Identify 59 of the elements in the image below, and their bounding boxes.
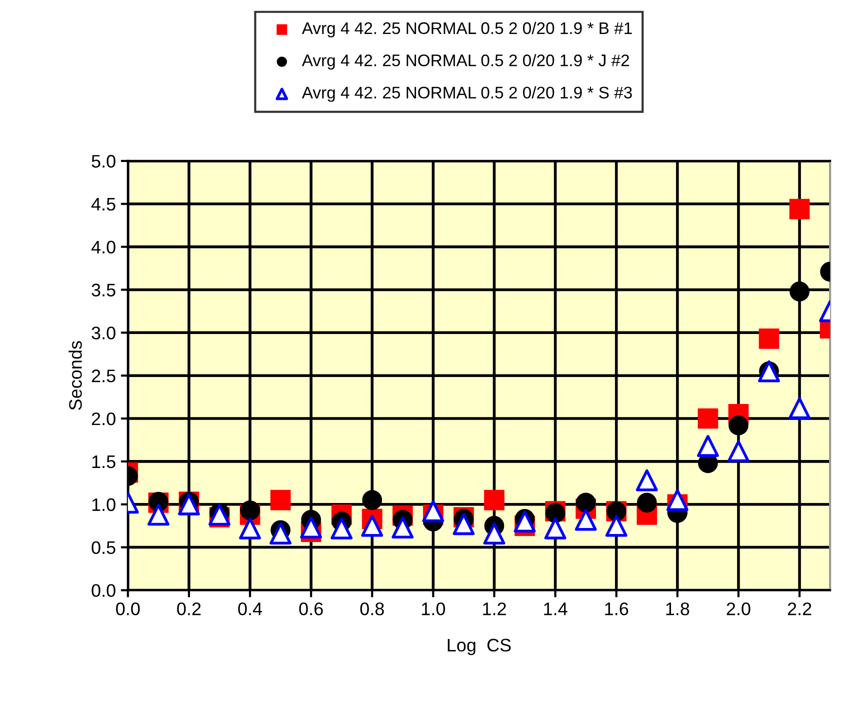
point <box>789 198 810 220</box>
point <box>544 517 566 540</box>
x-tick-label: 0.8 <box>360 602 384 616</box>
point <box>728 415 748 436</box>
x-tick-label: 2.0 <box>726 602 750 616</box>
point <box>270 490 291 510</box>
x-tick-label: 0.2 <box>177 602 201 616</box>
y-axis-title: Seconds <box>68 341 82 410</box>
legend-label: Avrg 4 42. 25 NORMAL 0.5 2 0/20 1.9 * B #1 <box>302 22 632 38</box>
point <box>392 516 414 539</box>
x-tick-label: 0.6 <box>299 602 323 616</box>
point <box>698 408 718 429</box>
point <box>758 328 780 349</box>
legend-label: Avrg 4 42. 25 NORMAL 0.5 2 0/20 1.9 * J #2 <box>302 54 630 70</box>
x-tick-label: 1.4 <box>544 602 568 616</box>
y-tick-label: 2.0 <box>92 412 116 426</box>
point <box>576 492 596 513</box>
y-tick-label: 2.5 <box>92 370 116 382</box>
point <box>452 513 475 536</box>
point <box>666 489 688 512</box>
point <box>270 522 292 545</box>
point <box>484 490 504 510</box>
x-axis-title: Log CS <box>448 638 511 656</box>
y-tick-label: 3.0 <box>92 326 116 340</box>
point <box>147 504 170 526</box>
x-tick-label: 1.8 <box>666 602 690 616</box>
legend-label: Avrg 4 42. 25 NORMAL 0.5 2 0/20 1.9 * S #3 <box>302 86 632 102</box>
point <box>300 516 322 539</box>
point <box>362 490 382 510</box>
x-tick-label: 2.2 <box>788 602 812 616</box>
x-tick-label: 0.0 <box>116 602 140 616</box>
point <box>790 282 810 302</box>
y-tick-label: 1.5 <box>92 456 116 468</box>
point <box>178 493 200 516</box>
point <box>422 500 444 522</box>
point <box>361 514 384 537</box>
point <box>696 435 719 457</box>
point <box>330 517 353 540</box>
x-tick-label: 0.4 <box>238 602 262 616</box>
y-tick-label: 5.0 <box>92 154 116 168</box>
point <box>636 492 657 513</box>
point <box>728 440 750 462</box>
point <box>483 522 506 545</box>
point <box>574 508 597 531</box>
x-tick-label: 1.6 <box>605 602 628 616</box>
y-tick-label: 0.0 <box>92 584 116 597</box>
y-tick-label: 0.5 <box>92 541 116 554</box>
point <box>239 517 261 540</box>
x-tick-label: 1.0 <box>422 602 446 616</box>
y-tick-label: 4.5 <box>91 198 116 211</box>
point <box>788 397 810 420</box>
point <box>514 510 536 532</box>
x-tick-label: 1.2 <box>483 602 506 616</box>
y-tick-label: 3.5 <box>92 284 116 296</box>
point <box>240 500 260 520</box>
y-tick-label: 4.0 <box>91 240 116 254</box>
y-tick-label: 1.0 <box>92 498 116 512</box>
point <box>636 469 658 492</box>
point <box>605 514 628 537</box>
